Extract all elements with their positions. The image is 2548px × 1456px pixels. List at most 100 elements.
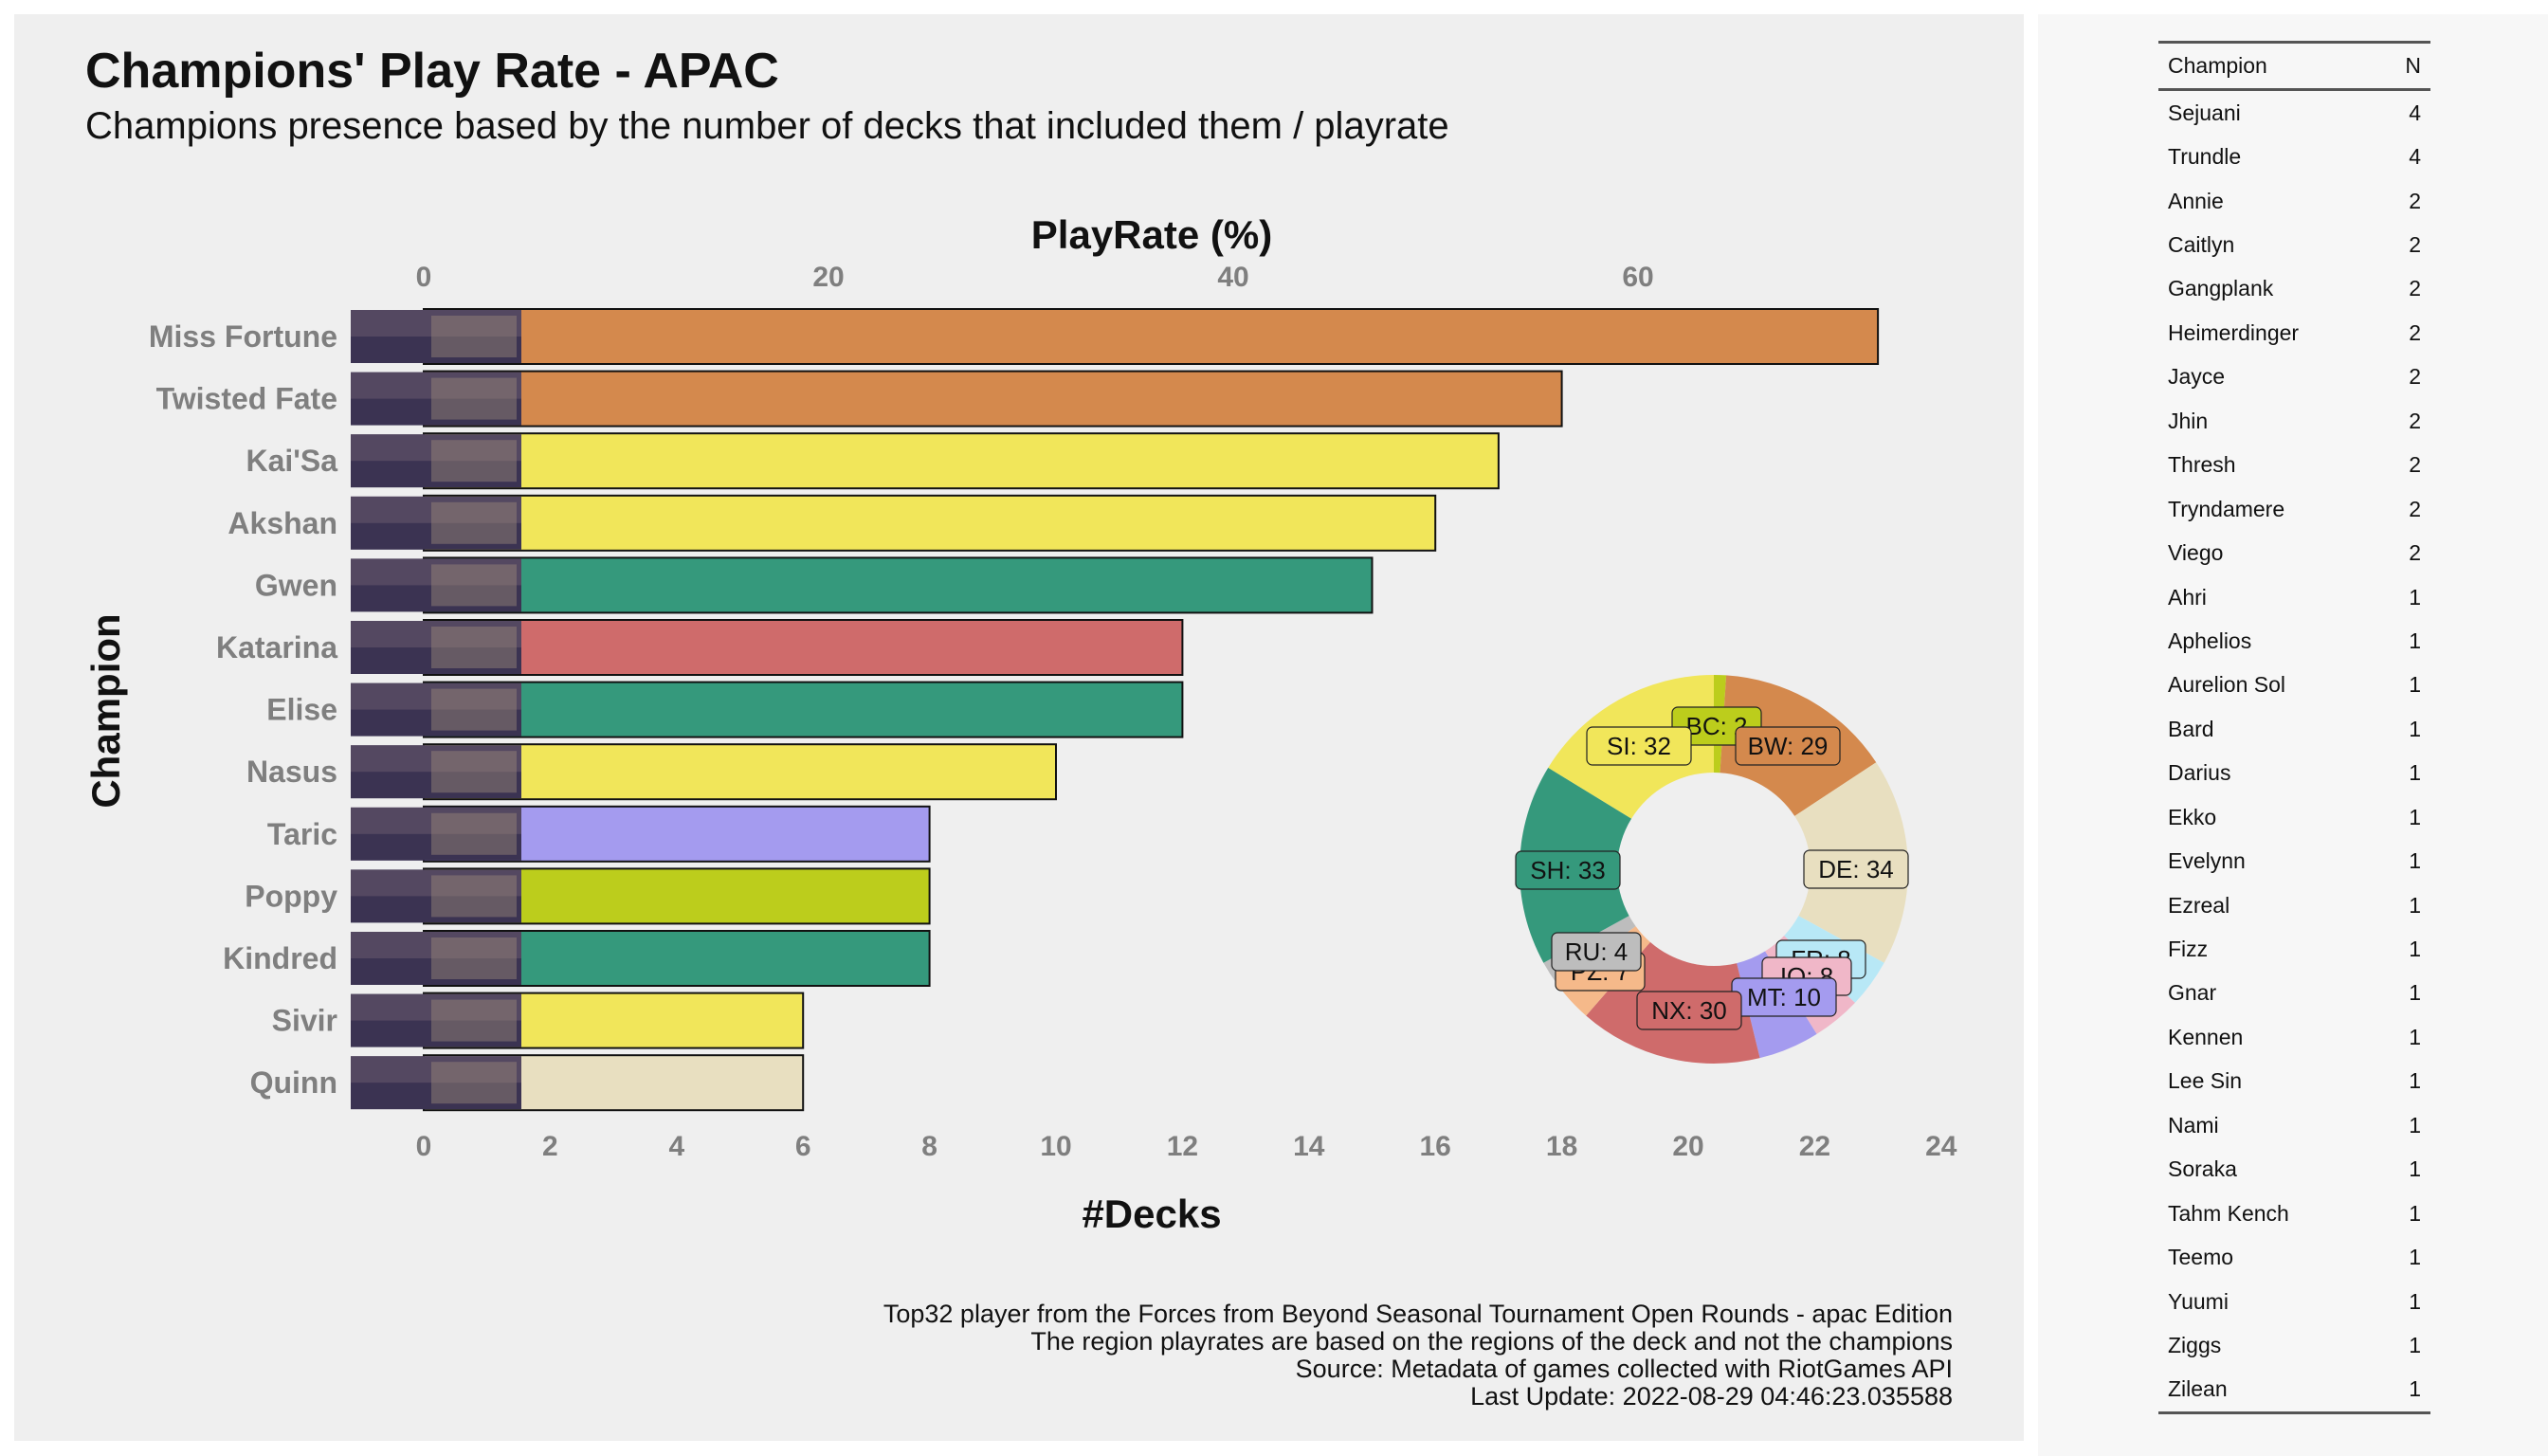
table-cell-champion: Soraka: [2168, 1156, 2237, 1182]
top-axis-title: PlayRate (%): [1031, 212, 1272, 257]
table-cell-n: 2: [2409, 496, 2421, 521]
table-row: Fizz 1: [2158, 927, 2430, 971]
table-cell-n: 1: [2409, 980, 2421, 1006]
bar-kai-sa: [423, 432, 1500, 490]
chart-subtitle: Champions presence based by the number o…: [85, 105, 1449, 147]
table-row: Zilean 1: [2158, 1367, 2430, 1415]
category-label: Poppy: [245, 879, 337, 913]
table-cell-n: 1: [2409, 892, 2421, 918]
table-cell-champion: Nami: [2168, 1112, 2219, 1138]
champion-thumbnail-detail: [431, 999, 517, 1042]
bottom-tick-label: 6: [795, 1131, 811, 1162]
bottom-tick-label: 20: [1672, 1131, 1703, 1162]
table-cell-champion: Trundle: [2168, 144, 2242, 170]
champion-thumbnail-highlight: [351, 1056, 521, 1083]
table-cell-champion: Tryndamere: [2168, 496, 2285, 521]
bottom-tick-label: 18: [1546, 1131, 1577, 1162]
table-cell-n: 1: [2409, 1332, 2421, 1357]
table-cell-n: 2: [2409, 364, 2421, 390]
bar-gwen: [423, 556, 1374, 614]
table-cell-champion: Darius: [2168, 760, 2231, 786]
chart-title: Champions' Play Rate - APAC: [85, 44, 779, 99]
table-row: Jayce 2: [2158, 355, 2430, 399]
table-cell-n: 2: [2409, 452, 2421, 478]
table-cell-n: 1: [2409, 1156, 2421, 1182]
category-label: Gwen: [255, 568, 337, 602]
donut-slice-label-box: [1803, 849, 1909, 889]
table-row: Jhin 2: [2158, 399, 2430, 443]
table-row: Gnar 1: [2158, 972, 2430, 1015]
donut-slice-label-box: [1551, 932, 1642, 972]
category-label: Taric: [267, 817, 337, 851]
table-row: Kennen 1: [2158, 1015, 2430, 1059]
donut-slice-label: RU: 4: [1565, 937, 1628, 966]
table-row: Tahm Kench 1: [2158, 1192, 2430, 1235]
table-cell-champion: Thresh: [2168, 452, 2236, 478]
table-row: Evelynn 1: [2158, 839, 2430, 883]
table-cell-champion: Lee Sin: [2168, 1068, 2243, 1094]
table-cell-champion: Fizz: [2168, 937, 2209, 962]
bar-twisted-fate: [423, 370, 1563, 428]
donut-slice-label: SH: 33: [1530, 856, 1606, 884]
table-cell-n: 2: [2409, 232, 2421, 258]
table-cell-champion: Tahm Kench: [2168, 1200, 2289, 1226]
table-row: Thresh 2: [2158, 444, 2430, 487]
table-row: Sejuani 4: [2158, 90, 2430, 136]
donut-slice-label-box: [1586, 726, 1692, 766]
table-cell-n: 1: [2409, 1024, 2421, 1049]
caption-line: Last Update: 2022-08-29 04:46:23.035588: [1470, 1382, 1953, 1410]
table-cell-champion: Viego: [2168, 540, 2224, 566]
table-cell-champion: Teemo: [2168, 1245, 2234, 1270]
category-label: Sivir: [272, 1004, 337, 1038]
table-cell-champion: Heimerdinger: [2168, 319, 2300, 345]
table-cell-champion: Annie: [2168, 188, 2224, 213]
bottom-tick-label: 12: [1167, 1131, 1198, 1162]
category-label: Miss Fortune: [149, 319, 337, 354]
top-tick-label: 40: [1217, 262, 1248, 293]
table-row: Aphelios 1: [2158, 619, 2430, 663]
donut-slice-label: NX: 30: [1651, 996, 1727, 1025]
table-cell-champion: Evelynn: [2168, 848, 2246, 874]
table-cell-champion: Bard: [2168, 716, 2214, 741]
top-tick-label: 20: [812, 262, 844, 293]
header-n: N: [2379, 41, 2430, 91]
champion-thumbnail-highlight: [351, 496, 521, 523]
bar-nasus: [423, 743, 1057, 801]
table-row: Gangplank 2: [2158, 267, 2430, 311]
champion-thumbnail-highlight: [351, 932, 521, 958]
table-row: Soraka 1: [2158, 1148, 2430, 1192]
category-label: Elise: [266, 693, 337, 727]
donut-slice-label: SI: 32: [1607, 732, 1671, 760]
table-cell-champion: Ziggs: [2168, 1332, 2222, 1357]
table-cell-n: 1: [2409, 628, 2421, 653]
donut-slice-label: DE: 34: [1818, 855, 1894, 883]
table-cell-champion: Sejuani: [2168, 100, 2241, 125]
x-axis-title: #Decks: [1082, 1192, 1221, 1236]
champion-thumbnail-detail: [431, 316, 517, 357]
bottom-tick-label: 0: [416, 1131, 432, 1162]
table-row: Heimerdinger 2: [2158, 311, 2430, 355]
table-row: Trundle 4: [2158, 135, 2430, 178]
table-cell-n: 4: [2409, 144, 2421, 170]
table-cell-champion: Jhin: [2168, 408, 2209, 433]
champion-thumbnail-highlight: [351, 558, 521, 586]
champion-thumbnail-detail: [431, 688, 517, 731]
table-row: Ekko 1: [2158, 795, 2430, 839]
caption-line: Source: Metadata of games collected with…: [1296, 1355, 1953, 1383]
champion-thumbnail-highlight: [351, 682, 521, 710]
champion-thumbnail-detail: [431, 564, 517, 607]
table-row: Tryndamere 2: [2158, 487, 2430, 531]
bottom-tick-label: 16: [1420, 1131, 1451, 1162]
table-cell-n: 1: [2409, 1112, 2421, 1138]
category-label: Quinn: [250, 1065, 337, 1100]
table-cell-champion: Ezreal: [2168, 892, 2230, 918]
table-row: Ahri 1: [2158, 575, 2430, 619]
table-cell-champion: Jayce: [2168, 364, 2226, 390]
bar-miss-fortune: [423, 308, 1880, 365]
table-row: Aurelion Sol 1: [2158, 664, 2430, 707]
table-cell-n: 1: [2409, 1200, 2421, 1226]
bottom-tick-label: 10: [1040, 1131, 1071, 1162]
champion-thumbnail-highlight: [351, 434, 521, 462]
table-row: Viego 2: [2158, 531, 2430, 574]
champion-thumbnail-detail: [431, 751, 517, 793]
